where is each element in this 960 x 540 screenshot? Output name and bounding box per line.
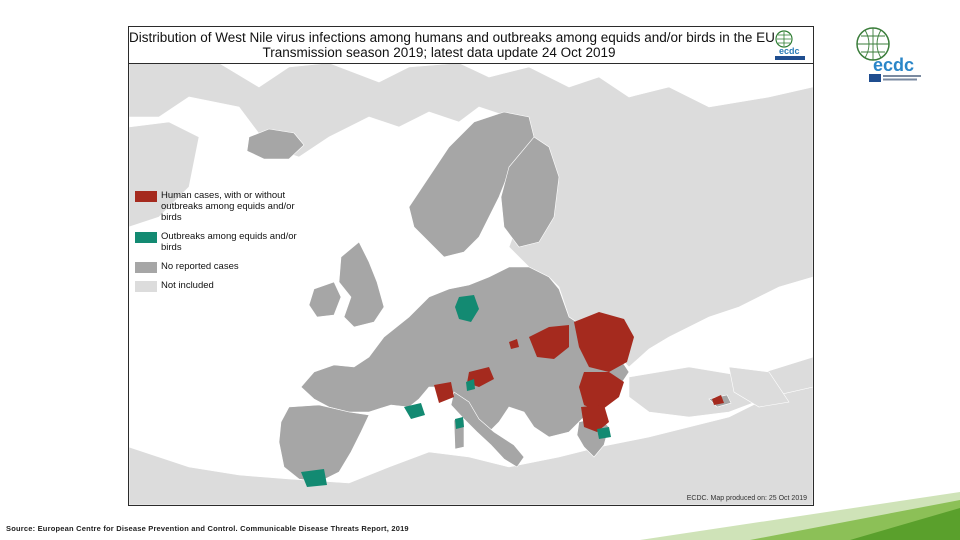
- europe-map: [129, 27, 813, 505]
- source-citation: Source: European Centre for Disease Prev…: [6, 524, 409, 533]
- romania-human-cases: [574, 312, 634, 372]
- map-frame: Distribution of West Nile virus infectio…: [128, 26, 814, 506]
- sardinia-animal-outbreaks: [455, 417, 464, 429]
- svg-text:ecdc: ecdc: [779, 46, 800, 56]
- finland-region: [500, 136, 560, 248]
- ecdc-logo-text: ecdc: [873, 55, 914, 75]
- legend-swatch-human: [135, 191, 157, 202]
- map-legend: Human cases, with or without outbreaks a…: [135, 190, 315, 299]
- hungary-human-cases: [529, 325, 569, 359]
- legend-item-not-included: Not included: [135, 280, 315, 292]
- spain-east-animal-outbreaks: [404, 403, 425, 419]
- iceland-region: [246, 128, 305, 160]
- greece-human-cases: [581, 405, 609, 432]
- ecdc-logo-small-icon: ecdc: [775, 30, 805, 60]
- map-subtitle: Transmission season 2019; latest data up…: [262, 45, 616, 60]
- spain-south-animal-outbreaks: [301, 469, 327, 487]
- austria-human-cases: [509, 339, 519, 349]
- legend-label-no-cases: No reported cases: [161, 261, 239, 272]
- legend-item-no-cases: No reported cases: [135, 261, 315, 273]
- human-case-areas: [434, 312, 724, 432]
- legend-swatch-not-included: [135, 281, 157, 292]
- iberia-region: [278, 404, 370, 483]
- legend-item-human: Human cases, with or without outbreaks a…: [135, 190, 315, 223]
- continental-europe-region: [300, 266, 630, 438]
- map-title-box: Distribution of West Nile virus infectio…: [129, 27, 813, 64]
- legend-swatch-animal: [135, 232, 157, 243]
- ireland-region: [308, 281, 342, 318]
- italy-region: [450, 391, 525, 468]
- animal-outbreak-areas: [301, 295, 611, 487]
- great-britain-region: [338, 241, 385, 328]
- not-included-regions: [129, 62, 813, 505]
- map-title: Distribution of West Nile virus infectio…: [129, 30, 775, 45]
- legend-label-not-included: Not included: [161, 280, 214, 291]
- cyprus-human-cases: [712, 395, 724, 405]
- legend-label-animal: Outbreaks among equids and/or birds: [161, 231, 297, 253]
- legend-item-animal: Outbreaks among equids and/or birds: [135, 231, 315, 253]
- italy-animal-outbreaks: [466, 379, 475, 391]
- map-credit: ECDC. Map produced on: 25 Oct 2019: [686, 495, 807, 502]
- greece-animal-outbreaks: [597, 427, 611, 439]
- ecdc-logo-icon: ecdc: [856, 27, 921, 82]
- france-south-human-cases: [434, 382, 454, 403]
- legend-label-human: Human cases, with or without outbreaks a…: [161, 190, 295, 223]
- brand-swoosh: [640, 492, 960, 540]
- bulgaria-human-cases: [579, 372, 624, 412]
- germany-animal-outbreaks: [455, 295, 479, 322]
- legend-swatch-no-cases: [135, 262, 157, 273]
